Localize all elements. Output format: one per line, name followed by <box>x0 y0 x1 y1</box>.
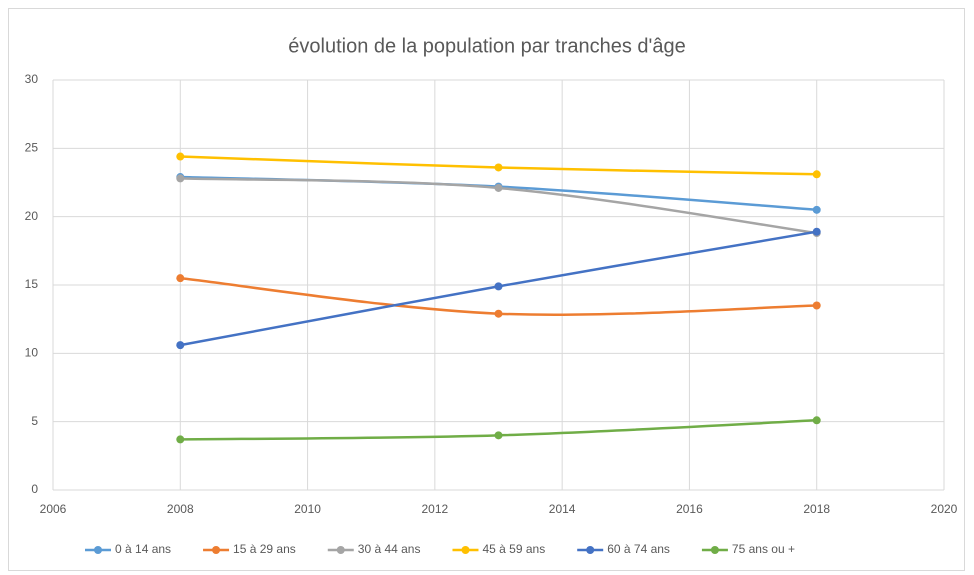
y-tick-label: 0 <box>31 482 38 496</box>
data-point <box>176 274 185 283</box>
data-point <box>494 163 503 172</box>
legend-label: 30 à 44 ans <box>358 542 421 556</box>
x-tick-label: 2014 <box>549 502 576 516</box>
legend-marker <box>586 546 595 554</box>
y-tick-label: 25 <box>25 141 39 155</box>
data-point <box>494 309 503 318</box>
x-tick-label: 2012 <box>422 502 449 516</box>
legend-label: 0 à 14 ans <box>115 542 171 556</box>
legend-label: 45 à 59 ans <box>482 542 545 556</box>
data-point <box>176 152 185 161</box>
legend-marker <box>336 546 345 554</box>
data-point <box>812 416 821 425</box>
y-tick-label: 15 <box>25 277 39 291</box>
y-tick-label: 5 <box>31 414 38 428</box>
data-point <box>812 301 821 310</box>
data-point <box>812 205 821 214</box>
x-tick-label: 2010 <box>294 502 321 516</box>
chart-title: évolution de la population par tranches … <box>288 35 685 57</box>
legend-marker <box>461 546 470 554</box>
y-tick-label: 30 <box>25 72 39 86</box>
data-point <box>812 170 821 179</box>
data-point <box>812 227 821 236</box>
x-tick-label: 2016 <box>676 502 703 516</box>
legend-marker <box>710 546 719 554</box>
data-point <box>176 341 185 350</box>
y-tick-label: 20 <box>25 209 39 223</box>
legend-marker <box>94 546 102 554</box>
x-tick-label: 2008 <box>167 502 194 516</box>
data-point <box>494 282 503 291</box>
x-tick-label: 2006 <box>40 502 67 516</box>
data-point <box>494 183 503 192</box>
x-tick-label: 2018 <box>803 502 830 516</box>
legend-label: 60 à 74 ans <box>607 542 670 556</box>
legend-label: 15 à 29 ans <box>233 542 296 556</box>
data-point <box>176 174 185 183</box>
legend-marker <box>212 546 221 554</box>
data-point <box>494 431 503 440</box>
legend-label: 75 ans ou + <box>732 542 795 556</box>
data-point <box>176 435 185 444</box>
y-tick-label: 10 <box>25 346 39 360</box>
x-tick-label: 2020 <box>931 502 958 516</box>
